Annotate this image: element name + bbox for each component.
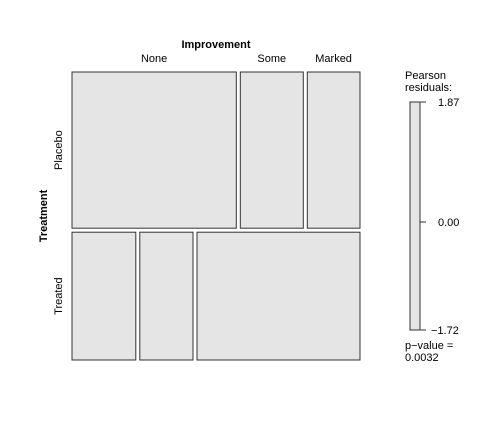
legend-min-label: −1.72	[431, 325, 459, 337]
row-label-treated: Treated	[53, 277, 65, 315]
row-variable-label: Treatment	[38, 189, 50, 242]
pvalue-line2: 0.0032	[405, 352, 439, 364]
column-label-some: Some	[257, 53, 286, 65]
column-label-none: None	[141, 53, 167, 65]
tile-placebo-some	[239, 71, 304, 229]
legend-mid-label: 0.00	[438, 217, 459, 229]
column-label-marked: Marked	[315, 53, 352, 65]
tile-treated-none	[71, 231, 137, 361]
pvalue-line1: p−value =	[405, 340, 453, 352]
row-label-placebo: Placebo	[53, 130, 65, 170]
tile-placebo-none	[71, 71, 237, 229]
column-variable-label: Improvement	[181, 39, 250, 51]
tile-treated-marked	[196, 231, 361, 361]
legend-max-label: 1.87	[438, 97, 459, 109]
legend-title-line2: residuals:	[405, 82, 452, 94]
legend-title-line1: Pearson	[405, 70, 446, 82]
mosaic-tiles	[71, 71, 361, 361]
tile-treated-some	[139, 231, 194, 361]
tile-placebo-marked	[306, 71, 361, 229]
legend-color-bar	[409, 101, 421, 331]
